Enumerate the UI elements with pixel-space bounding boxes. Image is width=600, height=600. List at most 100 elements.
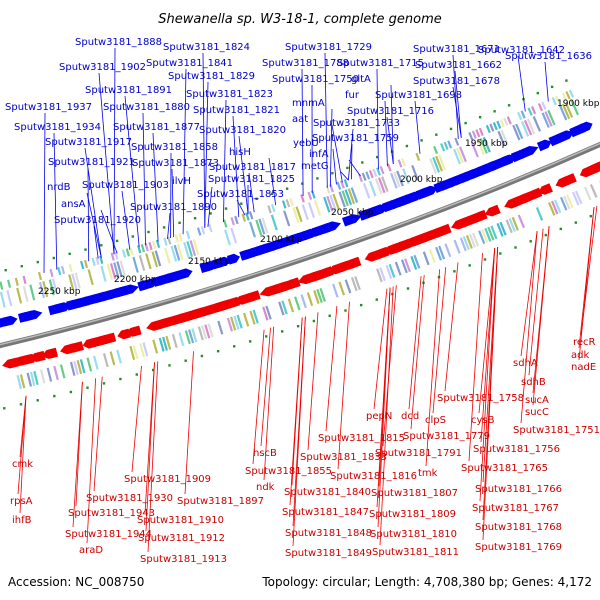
gene-label[interactable]: Sputw3181_1930 [86, 493, 173, 504]
gene-label[interactable]: Sputw3181_1934 [14, 122, 101, 133]
gene-label[interactable]: Sputw3181_1920 [54, 215, 141, 226]
gene-label[interactable]: Sputw3181_1788 [262, 58, 349, 69]
gene-label[interactable]: Sputw3181_1636 [505, 51, 592, 62]
gene-label[interactable]: Sputw3181_1825 [208, 174, 295, 185]
gene-label[interactable]: Sputw3181_1848 [285, 528, 372, 539]
gene-label[interactable]: Sputw3181_1853 [197, 189, 284, 200]
gene-label[interactable]: Sputw3181_1751 [513, 425, 600, 436]
gene-label[interactable]: Sputw3181_1767 [472, 503, 559, 514]
gene-label[interactable]: tmk [418, 468, 438, 479]
gene-label[interactable]: Sputw3181_1698 [375, 90, 462, 101]
gene-label[interactable]: Sputw3181_1791 [375, 448, 462, 459]
gene-label[interactable]: Sputw3181_1902 [59, 62, 146, 73]
gene-label[interactable]: Sputw3181_1779 [403, 431, 490, 442]
gene-label[interactable]: nadE [571, 362, 596, 373]
gene-label[interactable]: Sputw3181_1817 [209, 162, 296, 173]
gene-label[interactable]: infA [309, 149, 329, 160]
gc-band [79, 359, 86, 374]
gene-label[interactable]: Sputw3181_1912 [138, 533, 225, 544]
gene-label[interactable]: Sputw3181_1855 [245, 466, 332, 477]
gene-label[interactable]: Sputw3181_1943 [68, 508, 155, 519]
gene-label[interactable]: Sputw3181_1768 [475, 522, 562, 533]
gene-label[interactable]: mnmA [292, 98, 325, 109]
gene-label[interactable]: Sputw3181_1729 [285, 42, 372, 53]
gene-label[interactable]: Sputw3181_1809 [369, 509, 456, 520]
gene-label[interactable]: Sputw3181_1820 [199, 125, 286, 136]
gene-label[interactable]: fur [345, 90, 360, 101]
gene-label[interactable]: Sputw3181_1917 [45, 137, 132, 148]
gene-label[interactable]: Sputw3181_1880 [103, 102, 190, 113]
gene-label[interactable]: Sputw3181_1769 [475, 542, 562, 553]
gene-label[interactable]: Sputw3181_1750 [272, 74, 359, 85]
gene-label[interactable]: recR [573, 337, 596, 348]
gene-label[interactable]: Sputw3181_1888 [75, 37, 162, 48]
gene-label[interactable]: Sputw3181_1858 [131, 142, 218, 153]
gene-label[interactable]: Sputw3181_1897 [177, 496, 264, 507]
gene-label[interactable]: Sputw3181_1807 [371, 488, 458, 499]
gene-label[interactable]: Sputw3181_1921 [48, 157, 135, 168]
gene-label[interactable]: Sputw3181_1662 [415, 60, 502, 71]
gene-label[interactable]: Sputw3181_1823 [186, 89, 273, 100]
gene-label[interactable]: Sputw3181_1891 [85, 85, 172, 96]
gene-label[interactable]: Sputw3181_1849 [285, 548, 372, 559]
gene-label[interactable]: Sputw3181_1877 [113, 122, 200, 133]
gene-label[interactable]: hisH [229, 147, 251, 158]
gene-label[interactable]: Sputw3181_1733 [313, 118, 400, 129]
gene-label[interactable]: Sputw3181_1903 [82, 180, 169, 191]
gene-label[interactable]: Sputw3181_1715 [337, 58, 424, 69]
gene-label[interactable]: cysB [471, 415, 495, 426]
gene-label[interactable]: ndk [256, 482, 275, 493]
gene-label[interactable]: Sputw3181_1816 [330, 471, 417, 482]
gene-label[interactable]: Sputw3181_1766 [475, 484, 562, 495]
gene-label[interactable]: sdhA [513, 358, 538, 369]
gene-label[interactable]: rpsA [10, 496, 33, 507]
gene-label[interactable]: ihfB [12, 515, 32, 526]
gene-label[interactable]: Sputw3181_1841 [146, 58, 233, 69]
gene-label[interactable]: araD [79, 545, 103, 556]
gene-label[interactable]: Sputw3181_1890 [130, 202, 217, 213]
gene-label[interactable]: hscB [253, 448, 277, 459]
gene-label[interactable]: Sputw3181_1758 [437, 393, 524, 404]
gene-label[interactable]: cmk [12, 459, 33, 470]
gene-label[interactable]: Sputw3181_1847 [282, 507, 369, 518]
gene-label[interactable]: Sputw3181_1910 [137, 515, 224, 526]
gene-label[interactable]: clpS [425, 415, 446, 426]
leader-line [268, 157, 277, 206]
gene-label[interactable]: ilvH [172, 176, 191, 187]
tick-dot [52, 256, 55, 260]
gene-label[interactable]: Sputw3181_1642 [478, 45, 565, 56]
gc-band [233, 315, 240, 330]
gene-label[interactable]: Sputw3181_1811 [372, 547, 459, 558]
gene-label[interactable]: ansA [61, 199, 86, 210]
gene-label[interactable]: Sputw3181_1840 [284, 487, 371, 498]
gene-label[interactable]: Sputw3181_1821 [193, 105, 280, 116]
gene-label[interactable]: Sputw3181_1671 [413, 44, 500, 55]
gene-label[interactable]: sucC [525, 407, 549, 418]
gene-label[interactable]: dcd [401, 411, 419, 422]
gene-label[interactable]: Sputw3181_1873 [132, 158, 219, 169]
gene-label[interactable]: Sputw3181_1815 [318, 433, 405, 444]
gene-label[interactable]: Sputw3181_1937 [5, 102, 92, 113]
gene-label[interactable]: gltA [351, 74, 371, 85]
gene-label[interactable]: Sputw3181_1909 [124, 474, 211, 485]
gene-label[interactable]: Sputw3181_1678 [413, 76, 500, 87]
gene-label[interactable]: Sputw3181_1913 [140, 554, 227, 565]
gene-label[interactable]: Sputw3181_1824 [163, 42, 250, 53]
gene-label[interactable]: Sputw3181_1756 [473, 444, 560, 455]
gene-label[interactable]: Sputw3181_1833 [300, 452, 387, 463]
gene-label[interactable]: pepN [366, 411, 392, 422]
gene-label[interactable]: metG [301, 161, 329, 172]
gene-label[interactable]: sdhB [521, 377, 546, 388]
gene-label[interactable]: Sputw3181_1944 [65, 529, 152, 540]
gene-label[interactable]: Sputw3181_1829 [168, 71, 255, 82]
gene-label[interactable]: adk [571, 350, 589, 361]
gene-label[interactable]: Sputw3181_1810 [370, 529, 457, 540]
gene-label[interactable]: Sputw3181_1759 [312, 133, 399, 144]
gene-label[interactable]: Sputw3181_1716 [347, 106, 434, 117]
gene-label[interactable]: nrdB [47, 182, 71, 193]
leader-line [86, 192, 102, 258]
gene-label[interactable]: yebU [293, 138, 319, 149]
gene-label[interactable]: aat [292, 114, 308, 125]
gene-label[interactable]: Sputw3181_1765 [461, 463, 548, 474]
gene-label[interactable]: sucA [525, 395, 549, 406]
